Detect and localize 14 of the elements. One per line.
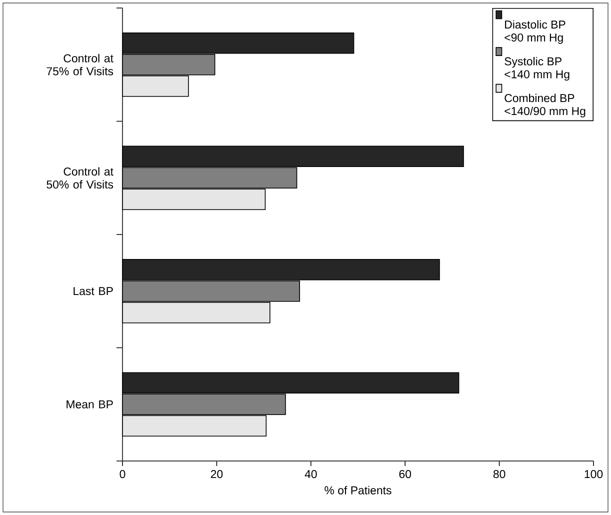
x-axis-title: % of Patients: [324, 486, 392, 494]
y-tick-label: Control at 50% of Visits: [46, 167, 114, 189]
x-tick-label: 60: [399, 470, 412, 478]
x-tick-label: 100: [584, 470, 603, 478]
x-tick-label: 0: [120, 470, 126, 478]
x-tick-label: 80: [493, 470, 506, 478]
x-tick-label: 40: [304, 470, 317, 478]
legend-label: Diastolic BP <90 mm Hg: [504, 20, 566, 44]
y-tick-label: Control at 75% of Visits: [46, 54, 114, 76]
x-tick-label: 20: [210, 470, 223, 478]
y-tick-label: Mean BP: [66, 400, 113, 408]
legend-label: Systolic BP <140 mm Hg: [504, 56, 570, 81]
y-tick-label: Last BP: [74, 287, 113, 296]
legend-label: Combined BP <140/90 mm Hg: [504, 94, 586, 118]
